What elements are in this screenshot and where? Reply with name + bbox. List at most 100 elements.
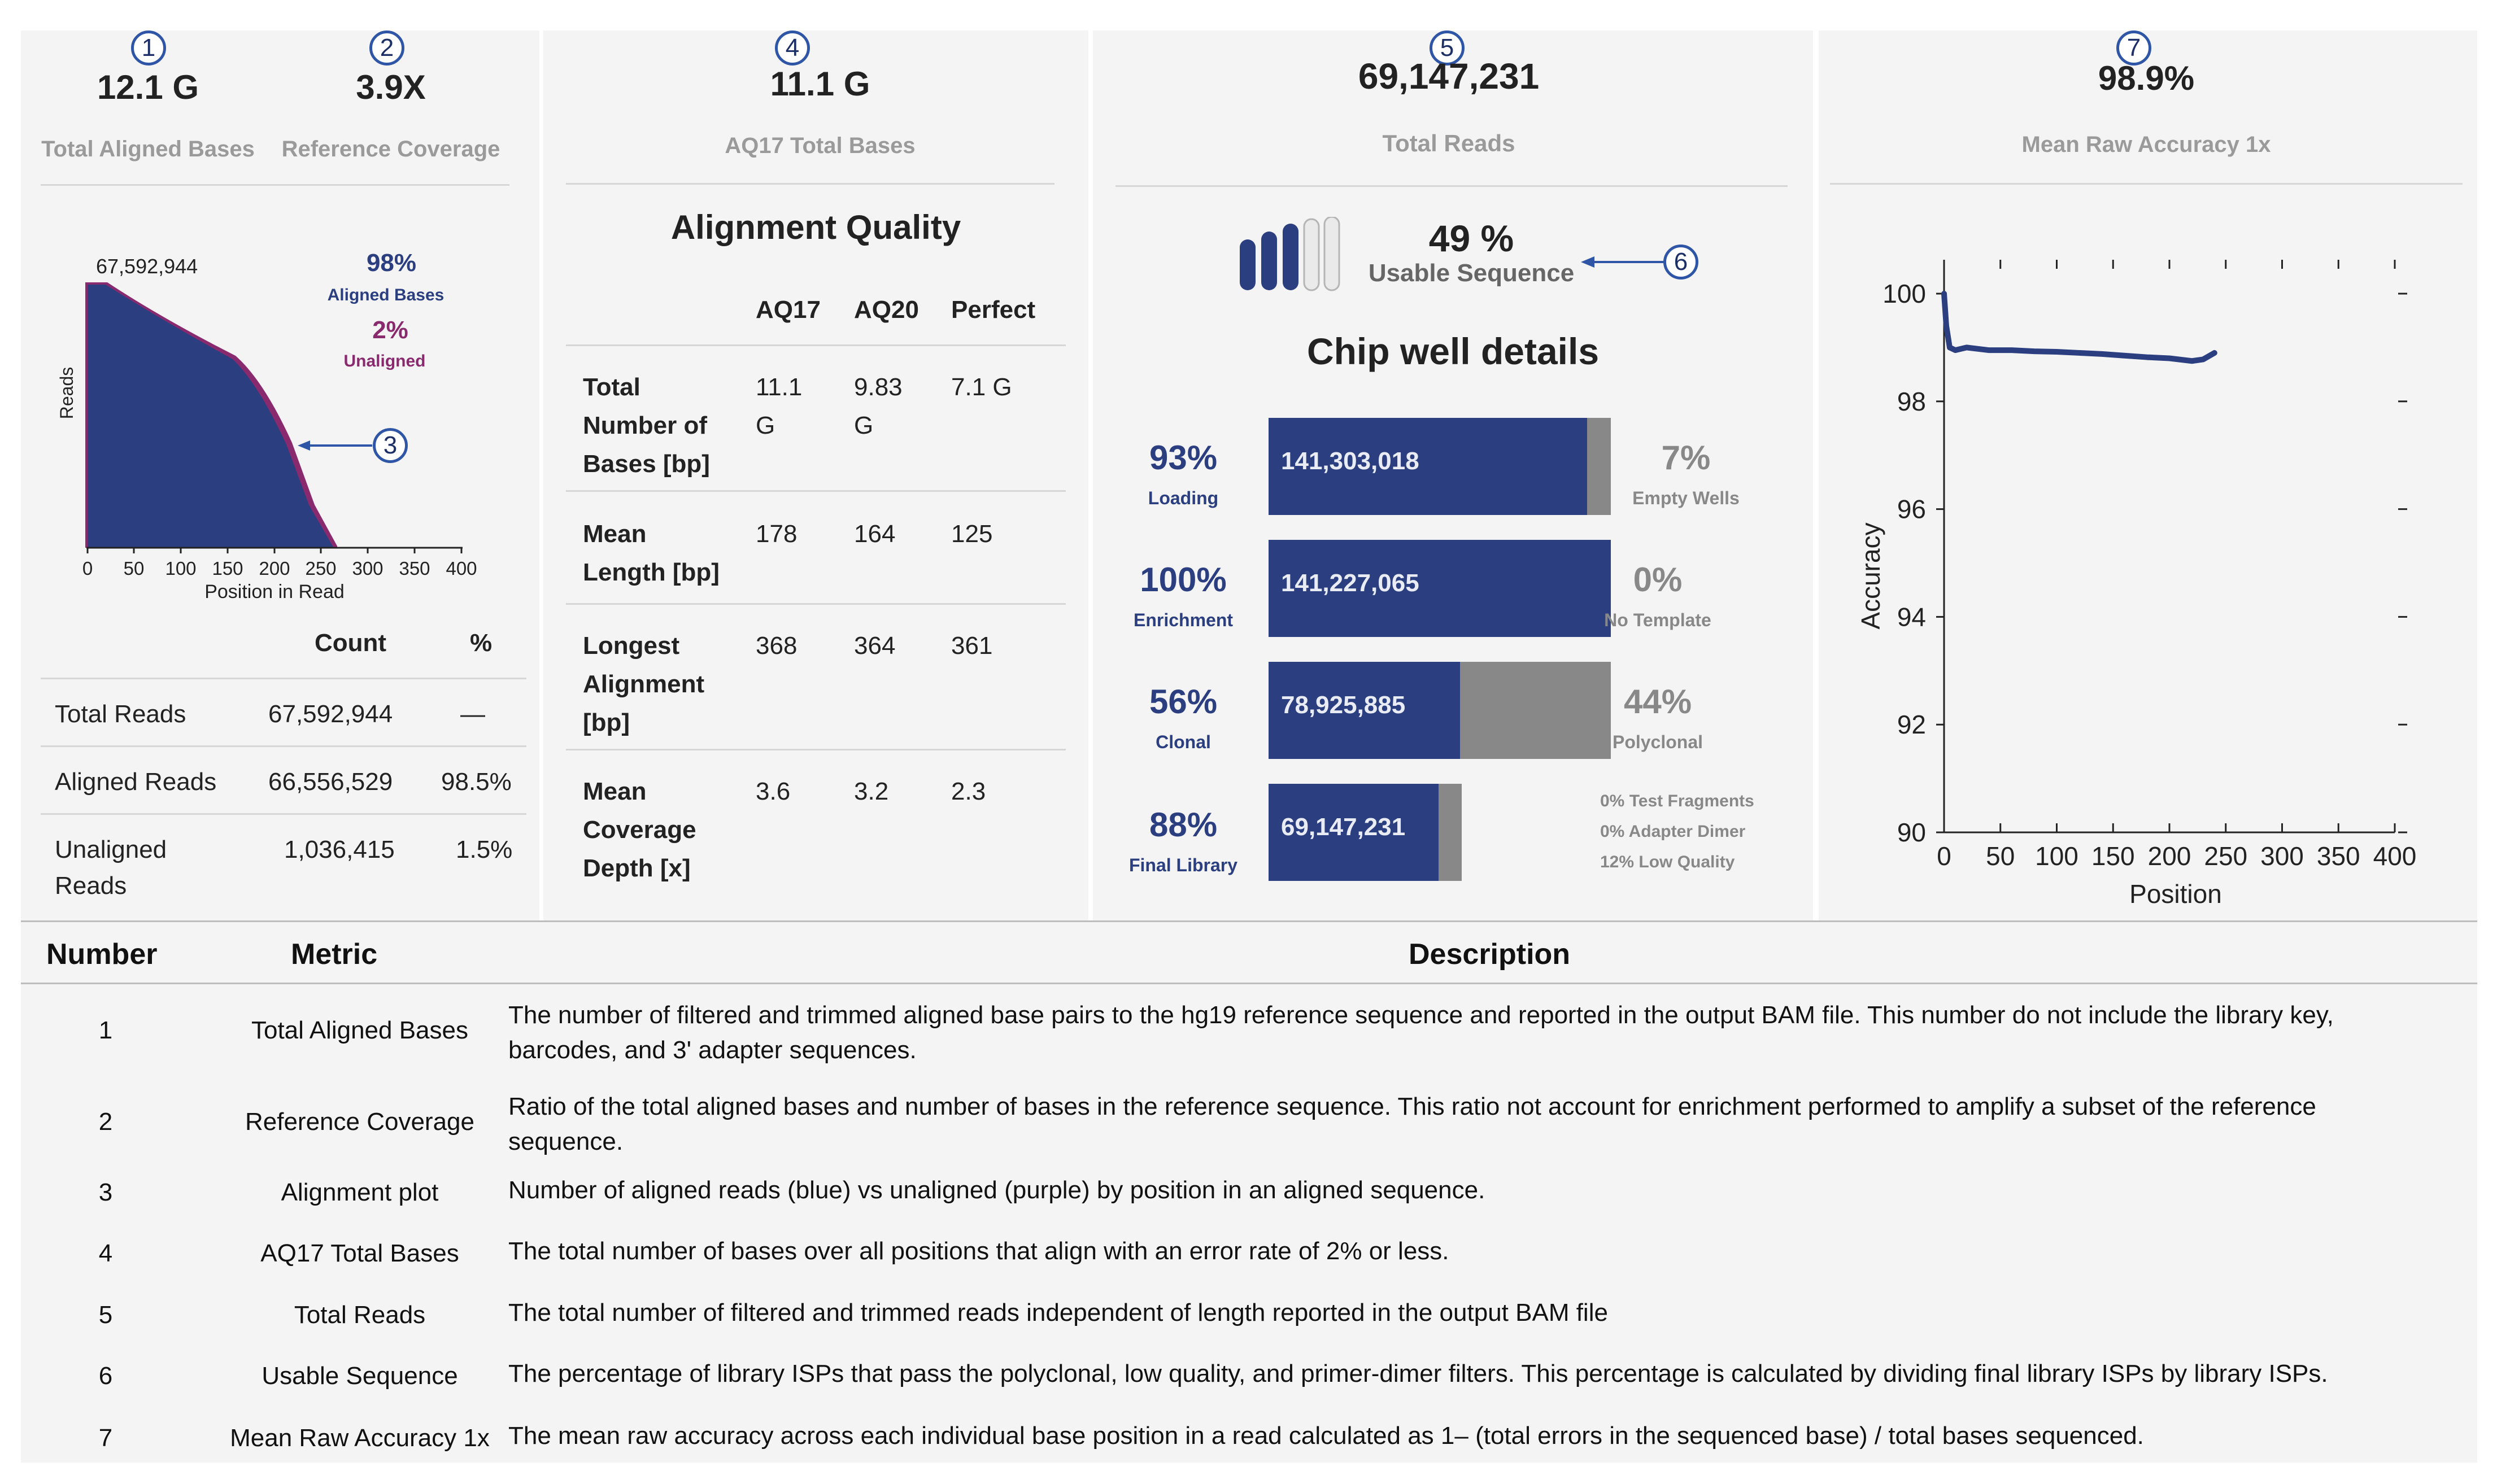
final-library-value: 69,147,231	[1281, 813, 1406, 841]
final-library-bar-fill	[1269, 784, 1439, 881]
description-line: barcodes, and 3' adapter sequences.	[508, 1036, 917, 1064]
aligned-bases-panel: 1 2 12.1 G 3.9X Total Aligned Bases Refe…	[21, 30, 539, 922]
x-tick-group	[86, 548, 463, 553]
no-template-pct: 0%	[1633, 561, 1683, 599]
description-line: Ratio of the total aligned bases and num…	[508, 1093, 2316, 1120]
description-line: sequence.	[508, 1128, 624, 1155]
x-tick-label: 150	[2091, 841, 2135, 871]
row-description: The number of filtered and trimmed align…	[508, 998, 2334, 1068]
enrichment-value: 141,227,065	[1281, 569, 1419, 597]
row-description: The total number of filtered and trimmed…	[508, 1299, 1608, 1326]
clonal-pct: 56%	[1149, 683, 1218, 721]
x-tick-label: 250	[2204, 841, 2247, 871]
divider	[566, 183, 1054, 185]
aq20-cell: 9.83 G	[854, 368, 903, 445]
aq17-cell: 178	[756, 520, 798, 548]
cell-line: 9.83	[854, 373, 903, 401]
total-reads-panel: 5 69,147,231 Total Reads 49 % Usable Seq…	[1093, 30, 1813, 922]
total-reads-value: 69,147,231	[1358, 56, 1540, 97]
marker-4: 4	[775, 30, 810, 66]
aligned-pct: 98%	[367, 249, 416, 277]
alignment-quality-panel: 4 11.1 G AQ17 Total Bases Alignment Qual…	[543, 30, 1088, 922]
x-tick-label: 50	[124, 558, 145, 579]
loading-bar-fill	[1269, 418, 1587, 515]
row-number: 1	[98, 1016, 113, 1044]
loading-pct: 93%	[1149, 439, 1218, 477]
label-line: Total	[583, 373, 640, 401]
marker-1: 1	[131, 30, 166, 66]
polyclonal-pct: 44%	[1623, 683, 1692, 721]
row-number: 2	[98, 1108, 113, 1136]
accuracy-series-line	[1941, 291, 2217, 364]
no-template-label: No Template	[1604, 610, 1711, 630]
peak-label: 67,592,944	[96, 255, 198, 278]
divider	[566, 490, 1066, 492]
divider	[566, 603, 1066, 605]
divider	[566, 344, 1066, 346]
perfect-header: Perfect	[951, 296, 1036, 324]
marker-3: 3	[373, 428, 408, 463]
row-description: The mean raw accuracy across each indivi…	[508, 1422, 2144, 1450]
row-description: The total number of bases over all posit…	[508, 1237, 1449, 1265]
alignment-quality-title: Alignment Quality	[670, 208, 961, 246]
row-label: Unaligned	[55, 836, 167, 863]
divider	[21, 920, 2477, 922]
row-label: Reads	[55, 872, 127, 900]
row-count: 66,556,529	[268, 768, 393, 796]
number-header: Number	[46, 938, 158, 971]
arrow-head	[1581, 256, 1594, 268]
usable-pill	[1261, 232, 1277, 290]
row-pct: —	[460, 700, 485, 728]
row-label: Total Reads	[55, 700, 186, 728]
x-tick-label: 50	[1986, 841, 2015, 871]
row-metric: AQ17 Total Bases	[260, 1239, 459, 1267]
chip-well-title: Chip well details	[1306, 330, 1600, 372]
accuracy-chart: 0 50 100 150 200 250 300 350 400 100 98 96 94 92 90 Ac…	[1856, 260, 2416, 909]
usable-pill	[1303, 218, 1320, 291]
perfect-cell: 7.1 G	[951, 373, 1012, 401]
usable-sequence-pct: 49 %	[1428, 217, 1514, 259]
x-tick-label: 300	[2260, 841, 2304, 871]
metric-header: Metric	[291, 938, 378, 971]
divider	[41, 813, 526, 815]
usable-pill	[1283, 224, 1298, 290]
aq20-cell: 364	[854, 632, 896, 660]
aligned-label: Aligned Bases	[328, 286, 445, 304]
cell-line: 11.1	[756, 373, 803, 401]
label-line: Mean	[583, 778, 647, 805]
total-aligned-bases-label: Total Aligned Bases	[41, 137, 255, 162]
label-line: Bases [bp]	[583, 450, 710, 478]
x-tick-label: 200	[2148, 841, 2191, 871]
row-description: Number of aligned reads (blue) vs unalig…	[508, 1176, 1485, 1204]
perfect-cell: 125	[951, 520, 993, 548]
unaligned-label: Unaligned	[343, 352, 425, 370]
divider	[41, 745, 526, 747]
total-reads-label: Total Reads	[1382, 130, 1515, 156]
row-count: 1,036,415	[284, 836, 395, 863]
row-metric: Total Reads	[294, 1301, 426, 1329]
x-tick-label: 400	[446, 558, 477, 579]
divider	[21, 983, 2477, 984]
note-test-fragments: 0% Test Fragments	[1600, 792, 1754, 810]
row-label: Aligned Reads	[55, 768, 217, 796]
x-tick-label: 250	[305, 558, 336, 579]
x-tick-label: 100	[2035, 841, 2078, 871]
label-line: Depth [x]	[583, 854, 691, 882]
label-line: Coverage	[583, 816, 696, 844]
marker-5: 5	[1430, 30, 1465, 66]
label-line: Longest	[583, 632, 680, 660]
x-tick-label: 350	[2317, 841, 2360, 871]
row-number: 6	[98, 1362, 113, 1390]
metric-description-table: Number Metric Description 1 Total Aligne…	[21, 920, 2477, 1463]
marker-2: 2	[369, 30, 404, 66]
row-number: 3	[98, 1179, 113, 1206]
label-line: Number of	[583, 412, 707, 439]
reference-coverage-label: Reference Coverage	[281, 137, 500, 162]
final-library-label: Final Library	[1128, 855, 1238, 875]
divider	[1830, 183, 2463, 185]
y-tick-label: 92	[1897, 710, 1926, 739]
perfect-cell: 361	[951, 632, 993, 660]
row-number: 7	[98, 1424, 113, 1452]
final-library-pct: 88%	[1149, 806, 1218, 844]
row-pct: 98.5%	[441, 768, 512, 796]
